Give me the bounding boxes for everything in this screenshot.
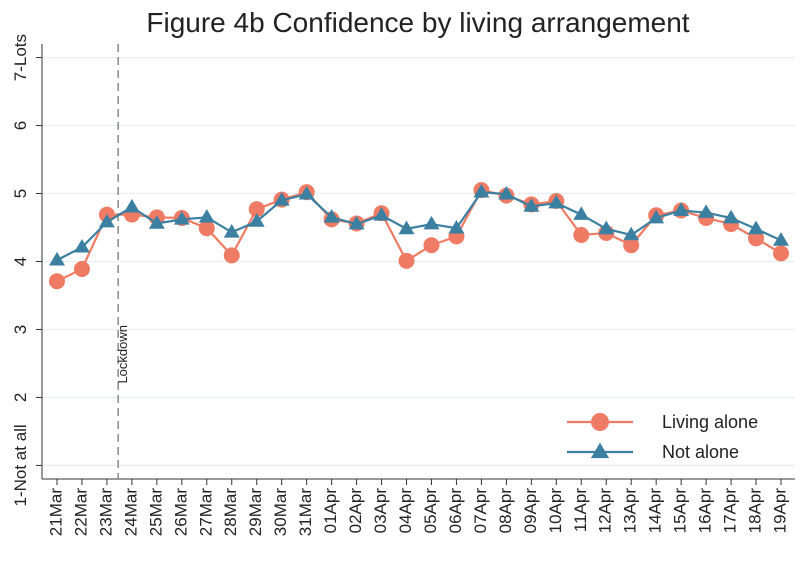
data-point [573, 206, 590, 220]
x-tick-label: 23Mar [96, 488, 115, 537]
x-tick-label: 06Apr [446, 488, 465, 534]
x-tick-label: 18Apr [746, 488, 765, 534]
x-tick-label: 05Apr [421, 488, 440, 534]
x-tick-label: 01Apr [321, 488, 340, 534]
x-tick-label: 04Apr [396, 488, 415, 534]
x-tick-label: 30Mar [271, 488, 290, 537]
data-point [748, 220, 765, 235]
data-point [598, 220, 615, 235]
data-point [673, 202, 690, 216]
x-tick-label: 21Mar [46, 488, 65, 537]
data-point [348, 215, 365, 230]
data-point [773, 232, 789, 246]
chart-title: Figure 4b Confidence by living arrangeme… [146, 7, 689, 38]
data-point [423, 237, 440, 254]
series-line [56, 191, 782, 262]
x-tick-label: 03Apr [371, 488, 390, 534]
x-tick-label: 17Apr [721, 488, 740, 534]
data-point [773, 245, 789, 262]
data-point [498, 185, 515, 200]
x-tick-label: 10Apr [546, 488, 565, 534]
x-tick-label: 14Apr [646, 488, 665, 534]
x-tick-label: 29Mar [246, 488, 265, 537]
x-tick-label: 13Apr [621, 488, 640, 534]
x-tick-label: 09Apr [521, 488, 540, 534]
data-point [198, 209, 215, 223]
data-point [198, 220, 215, 237]
data-point [623, 237, 640, 254]
x-tick-label: 26Mar [171, 488, 190, 537]
x-tick-label: 16Apr [696, 488, 715, 534]
data-point [698, 204, 715, 218]
y-tick-label: 4 [11, 257, 30, 266]
data-point [523, 198, 540, 212]
legend-label: Living alone [662, 412, 758, 432]
y-tick-label: 2 [11, 393, 30, 402]
y-tick-label: 6 [11, 121, 30, 130]
y-tick-label: 5 [11, 189, 30, 198]
data-point [298, 185, 315, 200]
series-line [56, 188, 782, 283]
x-tick-label: 27Mar [196, 488, 215, 537]
data-point [573, 226, 590, 243]
x-tick-label: 15Apr [671, 488, 690, 534]
x-tick-label: 07Apr [471, 488, 490, 534]
data-point [398, 220, 415, 235]
data-point [273, 192, 290, 206]
data-point [248, 201, 265, 218]
data-point [748, 230, 765, 247]
data-point [73, 238, 90, 253]
x-tick-label: 02Apr [346, 488, 365, 534]
data-point [373, 207, 390, 221]
x-tick-label: 28Mar [221, 488, 240, 537]
x-tick-label: 11Apr [571, 488, 590, 532]
data-point [49, 251, 65, 266]
data-point [648, 209, 665, 224]
data-point [173, 211, 190, 225]
data-point [623, 226, 640, 241]
y-tick-label: 1-Not at all [11, 424, 30, 506]
data-point [223, 224, 240, 238]
data-point [548, 194, 565, 209]
data-point [223, 247, 240, 264]
data-point [148, 215, 165, 229]
legend-marker [590, 442, 610, 459]
legend-label: Not alone [662, 442, 739, 462]
data-point [423, 215, 440, 230]
data-point [398, 252, 415, 269]
x-tick-label: 12Apr [596, 488, 615, 534]
y-tick-label: 3 [11, 325, 30, 334]
data-point [323, 209, 340, 223]
data-point [123, 198, 140, 213]
x-tick-label: 25Mar [146, 488, 165, 537]
x-tick-label: 24Mar [121, 488, 140, 537]
x-tick-label: 08Apr [496, 488, 515, 534]
data-point [723, 209, 740, 224]
data-point [49, 273, 65, 290]
annotation: Lockdown [115, 325, 130, 384]
data-point [248, 213, 265, 227]
x-tick-label: 31Mar [296, 488, 315, 537]
x-tick-label: 22Mar [71, 488, 90, 537]
legend-marker [591, 413, 609, 431]
data-point [473, 183, 490, 198]
data-point [98, 213, 115, 228]
y-tick-label: 7-Lots [11, 34, 30, 81]
data-point [73, 260, 90, 277]
data-point [448, 219, 465, 234]
x-tick-label: 19Apr [770, 488, 789, 534]
